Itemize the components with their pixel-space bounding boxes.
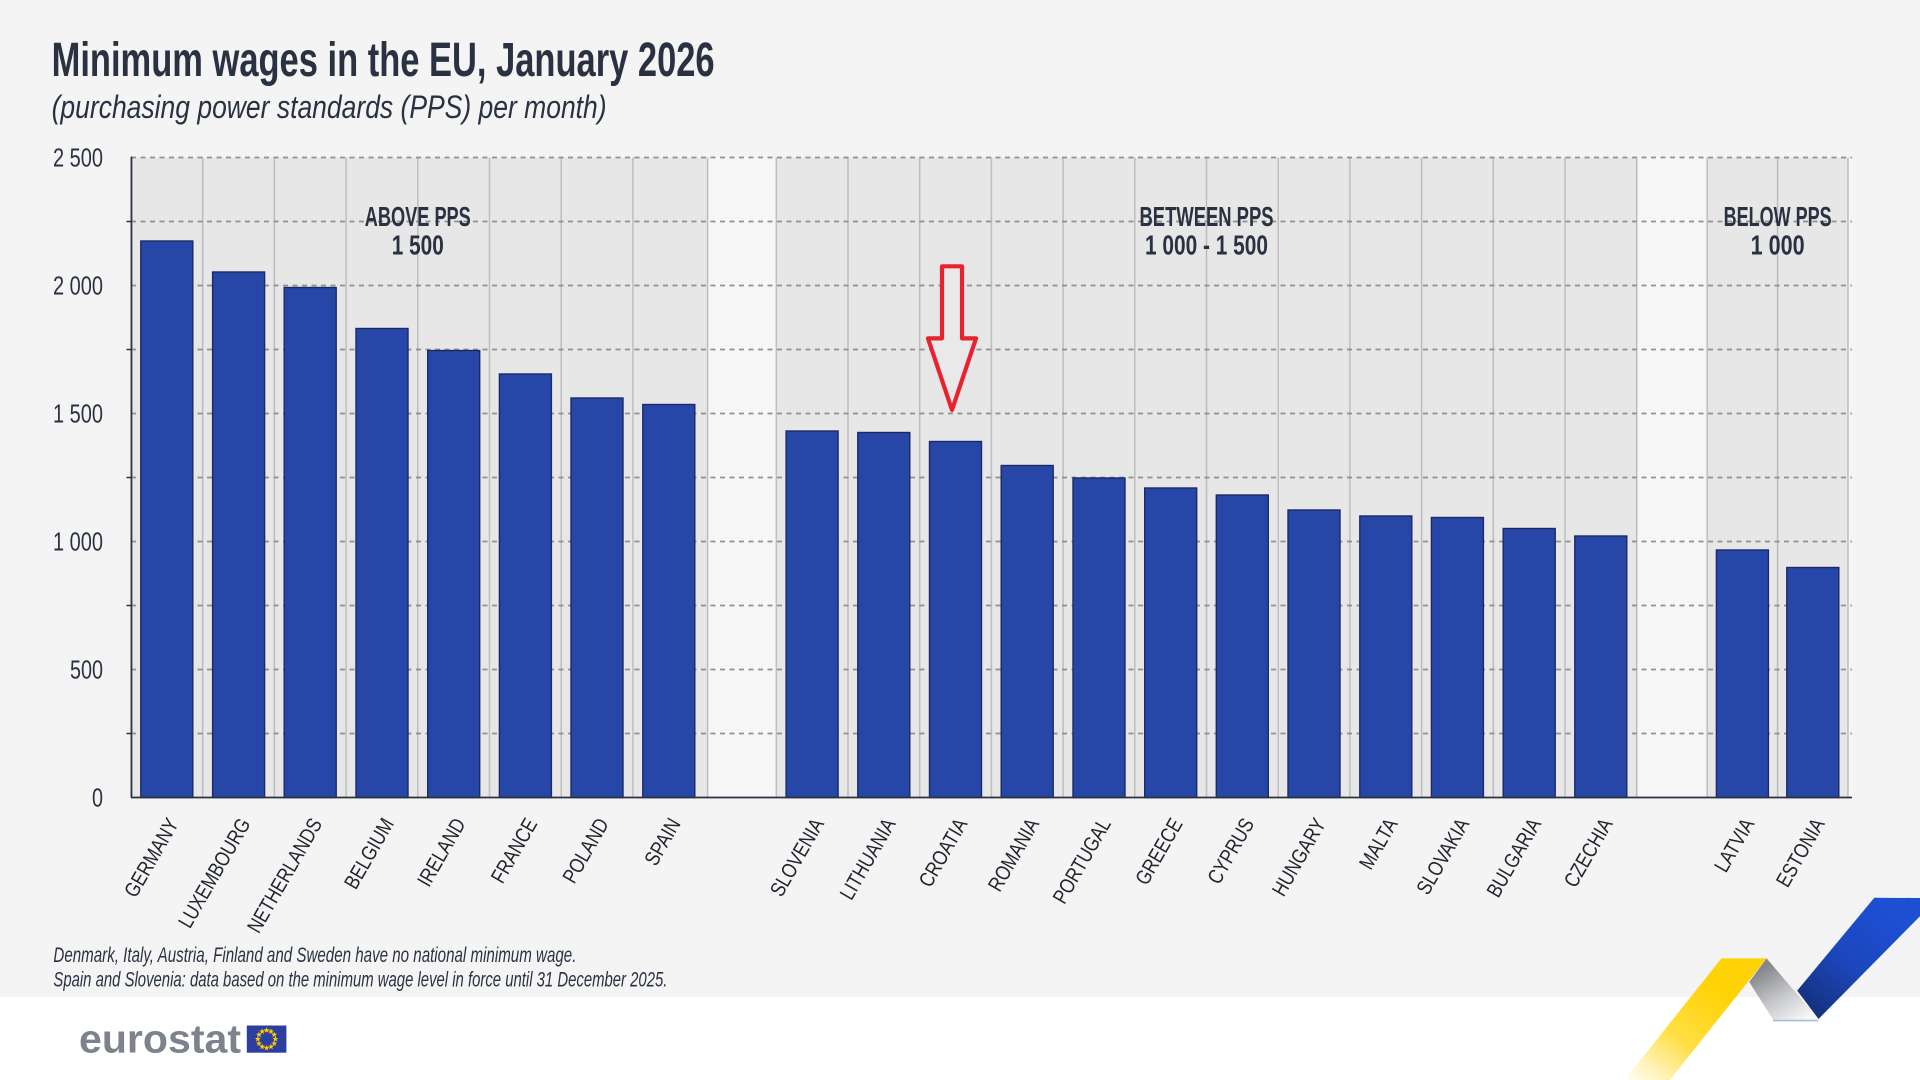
svg-text:1 000: 1 000 (53, 527, 103, 557)
svg-text:1 500: 1 500 (392, 230, 444, 261)
svg-text:eurostat: eurostat (79, 1018, 241, 1062)
svg-text:Minimum wages in the EU, Janua: Minimum wages in the EU, January 2026 (52, 34, 715, 87)
svg-text:BELOW PPS: BELOW PPS (1724, 201, 1832, 232)
svg-text:1 000 - 1 500: 1 000 - 1 500 (1145, 230, 1268, 261)
svg-text:(purchasing power standards (P: (purchasing power standards (PPS) per mo… (52, 89, 607, 125)
svg-text:Denmark, Italy, Austria, Finla: Denmark, Italy, Austria, Finland and Swe… (53, 943, 576, 967)
svg-text:2 500: 2 500 (53, 143, 103, 173)
svg-text:0: 0 (92, 783, 103, 813)
svg-text:BETWEEN PPS: BETWEEN PPS (1140, 201, 1274, 232)
svg-text:ABOVE PPS: ABOVE PPS (365, 201, 471, 232)
svg-text:500: 500 (70, 655, 103, 685)
svg-text:1 500: 1 500 (53, 399, 103, 429)
svg-text:Spain and Slovenia: data based: Spain and Slovenia: data based on the mi… (53, 968, 667, 992)
svg-text:2 000: 2 000 (53, 271, 103, 301)
svg-text:1 000: 1 000 (1751, 230, 1805, 261)
